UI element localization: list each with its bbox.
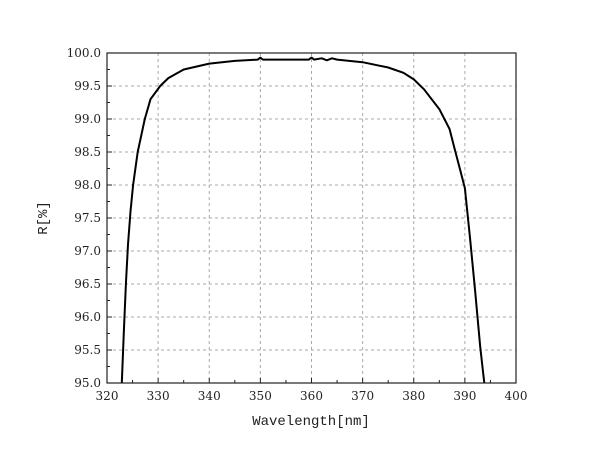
plot-frame — [106, 52, 517, 384]
y-tick-label: 98.5 — [74, 145, 101, 159]
x-tick-label: 380 — [402, 389, 425, 403]
y-tick-labels: 95.0 95.5 96.0 96.5 97.0 97.5 98.0 98.5 99.0 99.5… — [67, 46, 101, 390]
y-tick-label: 95.5 — [74, 343, 101, 357]
y-tick-label: 98.0 — [74, 178, 101, 192]
x-tick-label: 320 — [96, 389, 119, 403]
x-tick-label: 350 — [249, 389, 272, 403]
y-tick-label: 97.0 — [74, 244, 101, 258]
series-line-R — [120, 56, 486, 384]
y-tick-label: 96.5 — [74, 277, 101, 291]
x-tick-label: 400 — [505, 389, 528, 403]
y-tick-label: 95.0 — [74, 376, 101, 390]
x-tick-labels: 320 330 340 350 360 370 380 390 400 — [96, 389, 528, 403]
grid — [107, 53, 516, 383]
y-tick-label: 99.5 — [74, 79, 101, 93]
y-tick-label: 100.0 — [67, 46, 101, 60]
y-axis-label: R[%] — [36, 201, 52, 235]
x-tick-label: 390 — [453, 389, 476, 403]
y-tick-label: 97.5 — [74, 211, 101, 225]
x-tick-label: 340 — [198, 389, 221, 403]
x-tick-label: 370 — [351, 389, 374, 403]
y-tick-label: 96.0 — [74, 310, 101, 324]
x-axis-label: Wavelength[nm] — [252, 414, 370, 430]
x-tick-label: 330 — [147, 389, 170, 403]
x-tick-label: 360 — [300, 389, 323, 403]
y-tick-label: 99.0 — [74, 112, 101, 126]
